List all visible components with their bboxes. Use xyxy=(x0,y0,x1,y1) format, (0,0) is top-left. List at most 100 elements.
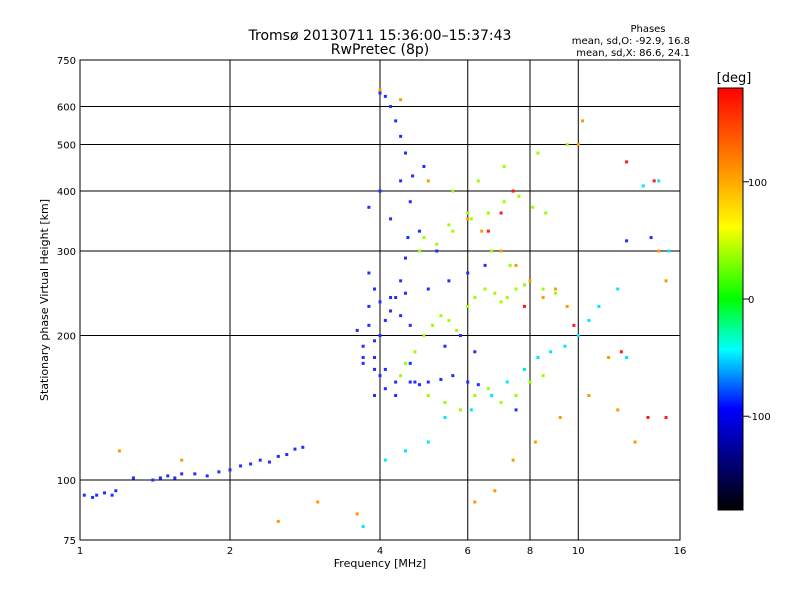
phases-o-stats: mean, sd,O: -92.9, 16.8 xyxy=(572,36,690,47)
data-point xyxy=(565,143,569,147)
data-point xyxy=(373,394,377,398)
data-point xyxy=(399,314,403,318)
data-point xyxy=(426,394,430,398)
data-point xyxy=(486,387,490,391)
data-point xyxy=(422,334,426,338)
data-point xyxy=(528,279,532,283)
y-tick-label: 600 xyxy=(57,103,76,114)
data-point xyxy=(267,460,271,464)
data-point xyxy=(523,283,527,287)
data-point xyxy=(403,151,407,155)
data-point xyxy=(151,478,155,482)
data-point xyxy=(355,512,359,516)
data-point xyxy=(616,408,620,412)
data-point xyxy=(426,380,430,384)
data-point xyxy=(367,304,371,308)
data-point xyxy=(447,223,451,227)
y-axis-label: Stationary phase Virtual Height [km] xyxy=(38,199,51,401)
y-tick-label: 100 xyxy=(57,476,76,487)
data-point xyxy=(451,229,455,233)
data-point xyxy=(466,380,470,384)
data-point xyxy=(378,300,382,304)
data-point xyxy=(406,236,410,240)
data-point xyxy=(103,491,107,495)
data-point xyxy=(378,91,382,95)
data-point xyxy=(399,98,403,102)
data-point xyxy=(403,256,407,260)
x-tick-label: 10 xyxy=(572,546,585,557)
data-point xyxy=(652,179,656,183)
data-point xyxy=(499,211,503,215)
data-point xyxy=(549,350,553,354)
data-point xyxy=(394,296,398,300)
data-point xyxy=(413,350,417,354)
data-point xyxy=(91,495,95,499)
data-point xyxy=(408,323,412,327)
data-point xyxy=(301,445,305,449)
data-point xyxy=(657,179,661,183)
data-point xyxy=(576,334,580,338)
data-point xyxy=(173,476,177,480)
data-point xyxy=(383,387,387,391)
data-point xyxy=(447,318,451,322)
data-point xyxy=(657,249,661,253)
data-point xyxy=(378,189,382,193)
data-point xyxy=(114,489,118,493)
data-point xyxy=(625,355,629,359)
data-point xyxy=(587,394,591,398)
data-point xyxy=(505,296,509,300)
data-point xyxy=(502,164,506,168)
data-point xyxy=(399,179,403,183)
y-tick-label: 300 xyxy=(57,247,76,258)
data-point xyxy=(505,380,509,384)
data-point xyxy=(493,489,497,493)
chart-subtitle: RwPretec (8p) xyxy=(331,42,429,58)
y-tick-label: 750 xyxy=(57,56,76,67)
data-point xyxy=(625,239,629,243)
data-point xyxy=(633,440,637,444)
data-point xyxy=(403,361,407,365)
data-point xyxy=(523,304,527,308)
data-point xyxy=(383,367,387,371)
y-tick-label: 75 xyxy=(63,536,76,547)
data-point xyxy=(413,380,417,384)
data-point xyxy=(431,323,435,327)
data-point xyxy=(458,334,462,338)
data-point xyxy=(378,374,382,378)
data-point xyxy=(367,271,371,275)
data-point xyxy=(439,314,443,318)
x-tick-label: 2 xyxy=(227,546,233,557)
data-point xyxy=(443,401,447,405)
data-point xyxy=(523,367,527,371)
data-point xyxy=(528,380,532,384)
data-point xyxy=(572,323,576,327)
data-point xyxy=(490,394,494,398)
data-point xyxy=(276,454,280,458)
x-tick-label: 1 xyxy=(77,546,83,557)
data-point xyxy=(558,415,562,419)
data-point xyxy=(426,179,430,183)
data-point xyxy=(355,328,359,332)
data-point xyxy=(553,291,557,295)
data-point xyxy=(228,468,232,472)
data-point xyxy=(581,119,585,123)
data-point xyxy=(417,229,421,233)
colorbar-tick-label: 100 xyxy=(748,178,767,189)
data-point xyxy=(533,440,537,444)
data-point xyxy=(451,374,455,378)
y-tick-label: 500 xyxy=(57,141,76,152)
data-point xyxy=(389,105,393,109)
data-point xyxy=(411,174,415,178)
data-point xyxy=(439,377,443,381)
data-point xyxy=(514,408,518,412)
data-point xyxy=(502,200,506,204)
data-point xyxy=(466,217,470,221)
data-point xyxy=(378,334,382,338)
data-point xyxy=(408,200,412,204)
x-tick-label: 4 xyxy=(377,546,383,557)
data-point xyxy=(476,383,480,387)
data-point xyxy=(361,355,365,359)
data-point xyxy=(499,300,503,304)
data-point xyxy=(417,249,421,253)
